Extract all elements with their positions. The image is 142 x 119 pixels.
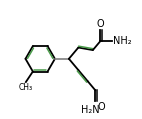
Text: O: O bbox=[97, 19, 104, 29]
Text: CH₃: CH₃ bbox=[19, 83, 33, 92]
Text: NH₂: NH₂ bbox=[113, 36, 132, 46]
Text: H₂N: H₂N bbox=[81, 105, 100, 115]
Text: O: O bbox=[98, 102, 105, 112]
